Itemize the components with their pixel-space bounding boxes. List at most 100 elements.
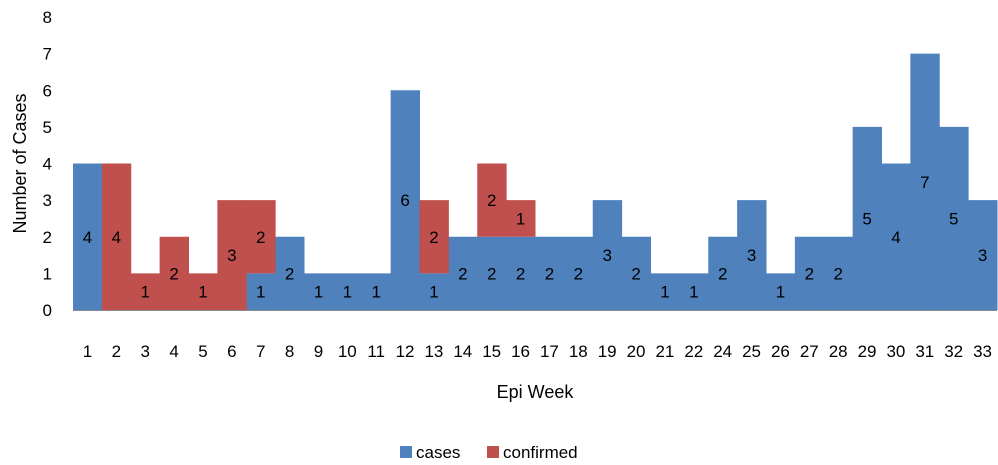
bar-value-label: 4 xyxy=(112,228,121,247)
bar-cases xyxy=(390,90,420,310)
bar-value-label: 5 xyxy=(862,209,871,228)
bar-value-label: 2 xyxy=(256,228,265,247)
x-tick-label: 33 xyxy=(973,342,992,361)
bar-cases xyxy=(679,273,709,310)
bar-value-label: 1 xyxy=(256,283,265,302)
bar-value-label: 5 xyxy=(949,209,958,228)
bar-cases xyxy=(477,236,507,310)
bar-cases xyxy=(650,273,680,310)
bar-value-label: 2 xyxy=(833,264,842,283)
y-axis-ticks: 0 1 2 3 4 5 6 7 8 xyxy=(43,8,52,320)
x-tick-label: 3 xyxy=(140,342,149,361)
x-tick-label: 16 xyxy=(511,342,530,361)
x-tick-label: 31 xyxy=(915,342,934,361)
bar-cases xyxy=(332,273,363,310)
bar-value-label: 1 xyxy=(689,283,698,302)
bar-confirmed xyxy=(130,273,161,310)
y-tick-label: 3 xyxy=(43,191,52,210)
x-tick-label: 22 xyxy=(684,342,703,361)
bar-confirmed xyxy=(217,200,247,310)
x-tick-label: 11 xyxy=(367,342,385,361)
bar-value-label: 2 xyxy=(631,264,640,283)
bar-value-label: 1 xyxy=(371,283,380,302)
y-tick-label: 1 xyxy=(43,264,52,283)
bar-value-label: 1 xyxy=(140,283,149,302)
x-tick-label: 26 xyxy=(771,342,790,361)
bar-value-label: 1 xyxy=(198,283,207,302)
bar-confirmed xyxy=(246,200,276,274)
bar-confirmed xyxy=(477,163,507,237)
x-tick-label: 19 xyxy=(598,342,617,361)
bar-cases xyxy=(621,236,651,310)
x-tick-label: 6 xyxy=(227,342,236,361)
bar-cases xyxy=(794,236,825,310)
bar-cases xyxy=(419,273,449,310)
x-tick-label: 13 xyxy=(424,342,443,361)
bar-value-label: 3 xyxy=(602,246,611,265)
bar-value-label: 3 xyxy=(978,246,987,265)
x-tick-label: 14 xyxy=(453,342,472,361)
x-tick-label: 24 xyxy=(713,342,732,361)
bar-cases xyxy=(275,236,305,310)
bar-confirmed xyxy=(101,163,132,310)
bar-value-label: 2 xyxy=(545,264,554,283)
bar-cases xyxy=(766,273,796,310)
bar-cases xyxy=(852,126,882,310)
bar-value-label: 2 xyxy=(718,264,727,283)
x-tick-label: 32 xyxy=(944,342,963,361)
bar-cases xyxy=(535,236,565,310)
bar-value-label: 1 xyxy=(314,283,323,302)
bar-cases xyxy=(506,236,536,310)
x-tick-label: 10 xyxy=(338,342,357,361)
bar-value-label: 3 xyxy=(227,246,236,265)
bar-cases xyxy=(968,200,998,310)
x-tick-label: 12 xyxy=(396,342,415,361)
bar-value-label: 2 xyxy=(516,264,525,283)
bar-cases xyxy=(823,236,854,310)
bar-value-label: 2 xyxy=(805,264,814,283)
y-axis-title: Number of Cases xyxy=(10,93,30,233)
x-tick-label: 4 xyxy=(169,342,178,361)
x-tick-label: 1 xyxy=(83,342,92,361)
legend-label-confirmed: confirmed xyxy=(503,443,578,462)
y-tick-label: 5 xyxy=(43,118,52,137)
legend-label-cases: cases xyxy=(416,443,460,462)
bar-value-label: 7 xyxy=(920,173,929,192)
x-tick-label: 8 xyxy=(285,342,294,361)
bar-confirmed xyxy=(188,273,218,310)
bar-value-label: 2 xyxy=(458,264,467,283)
bar-cases xyxy=(708,236,738,310)
x-tick-label: 18 xyxy=(569,342,588,361)
x-tick-label: 20 xyxy=(627,342,646,361)
bar-cases xyxy=(73,163,103,310)
bar-cases xyxy=(246,273,276,310)
bar-cases xyxy=(592,200,623,310)
x-tick-label: 15 xyxy=(482,342,501,361)
y-tick-label: 2 xyxy=(43,228,52,247)
x-tick-label: 28 xyxy=(829,342,848,361)
legend-swatch-confirmed xyxy=(487,446,499,458)
bar-value-label: 2 xyxy=(487,191,496,210)
x-axis-title: Epi Week xyxy=(497,382,575,402)
bar-cases xyxy=(304,273,334,310)
bar-value-label: 2 xyxy=(285,264,294,283)
y-tick-label: 6 xyxy=(43,81,52,100)
bar-cases xyxy=(939,126,969,310)
x-tick-label: 30 xyxy=(886,342,905,361)
x-tick-label: 9 xyxy=(314,342,323,361)
x-tick-label: 27 xyxy=(800,342,819,361)
bar-value-label: 2 xyxy=(487,264,496,283)
bar-cases xyxy=(361,273,392,310)
bar-value-label: 4 xyxy=(891,228,900,247)
x-tick-label: 21 xyxy=(655,342,674,361)
x-tick-label: 17 xyxy=(540,342,559,361)
x-tick-label: 2 xyxy=(112,342,121,361)
bar-cases xyxy=(881,163,911,310)
bars xyxy=(73,53,998,310)
bar-value-label: 2 xyxy=(169,264,178,283)
bar-value-label: 6 xyxy=(400,191,409,210)
bar-value-label: 1 xyxy=(343,283,352,302)
bar-cases xyxy=(563,236,594,310)
bar-value-label: 1 xyxy=(429,283,438,302)
